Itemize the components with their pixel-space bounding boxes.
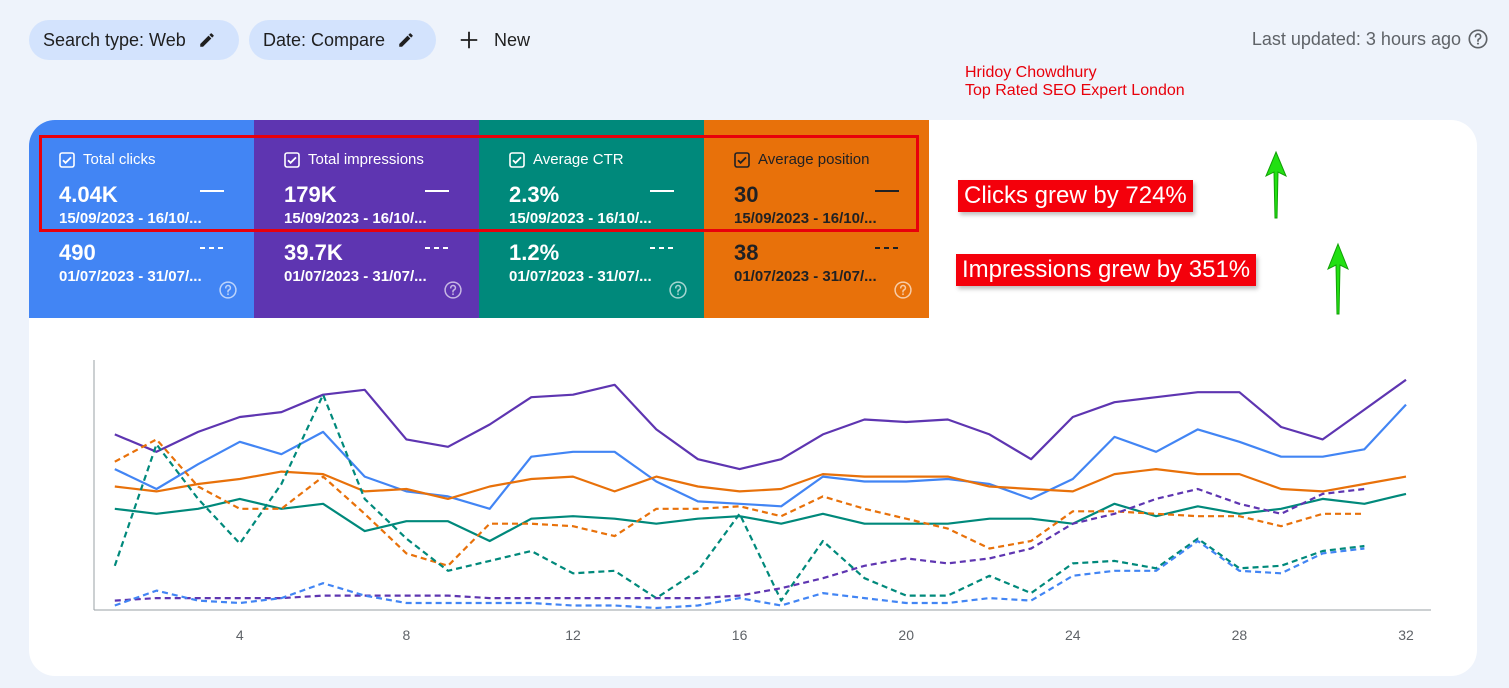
dashed-line-legend xyxy=(875,247,899,249)
checkbox-checked-icon[interactable] xyxy=(734,151,750,168)
metric-label: Total impressions xyxy=(308,151,424,168)
metric-label: Average position xyxy=(758,151,870,168)
metric-range-previous: 01/07/2023 - 31/07/... xyxy=(509,268,652,285)
metric-label: Average CTR xyxy=(533,151,624,168)
metric-range-current: 15/09/2023 - 16/10/... xyxy=(59,210,202,227)
help-circle-icon[interactable] xyxy=(1467,28,1489,50)
series-line-1 xyxy=(114,403,1407,510)
series-line-2 xyxy=(114,468,1407,500)
performance-chart: 4 8 12 16 20 24 28 32 xyxy=(93,360,1431,643)
metric-value-current: 179K xyxy=(284,182,337,207)
last-updated-text: Last updated: 3 hours ago xyxy=(1251,28,1461,49)
help-circle-icon[interactable] xyxy=(443,280,463,300)
x-tick-label: 8 xyxy=(402,627,410,643)
checkbox-checked-icon[interactable] xyxy=(284,151,300,168)
metric-label: Total clicks xyxy=(83,151,156,168)
x-tick-label: 32 xyxy=(1398,627,1414,643)
last-updated: Last updated: 3 hours ago xyxy=(1252,28,1489,50)
date-chip[interactable]: Date: Compare xyxy=(249,20,436,60)
metric-card-position[interactable]: Average position 30 15/09/2023 - 16/10/...… xyxy=(704,120,929,318)
metric-range-current: 15/09/2023 - 16/10/... xyxy=(284,210,427,227)
dashed-line-legend xyxy=(425,247,449,249)
help-circle-icon[interactable] xyxy=(893,280,913,300)
metric-value-previous: 490 xyxy=(59,240,96,265)
x-tick-label: 12 xyxy=(565,627,581,643)
series-line-3 xyxy=(114,492,1407,543)
x-tick-label: 24 xyxy=(1065,627,1081,643)
highlight-box xyxy=(39,135,919,232)
metric-value-current: 2.3% xyxy=(509,182,560,207)
metric-value-previous: 1.2% xyxy=(509,240,560,265)
impressions-growth-callout: Impressions grew by 351% xyxy=(956,254,1257,286)
metric-range-previous: 01/07/2023 - 31/07/... xyxy=(284,268,427,285)
metric-range-current: 15/09/2023 - 16/10/... xyxy=(509,210,652,227)
search-type-label: Search type: Web xyxy=(43,29,186,50)
help-circle-icon[interactable] xyxy=(668,280,688,300)
metric-checkbox-row[interactable]: Total impressions xyxy=(284,151,424,168)
solid-line-legend xyxy=(425,190,449,192)
solid-line-legend xyxy=(650,190,674,192)
metric-checkbox-row[interactable]: Average position xyxy=(734,151,869,168)
series-line-7 xyxy=(114,539,1365,610)
metric-range-current: 15/09/2023 - 16/10/... xyxy=(734,210,877,227)
metric-card-clicks[interactable]: Total clicks 4.04K 15/09/2023 - 16/10/... 4… xyxy=(29,120,254,318)
x-tick-label: 16 xyxy=(732,627,748,643)
up-arrow-icon xyxy=(1327,242,1349,315)
plus-icon xyxy=(460,31,478,49)
x-tick-label: 4 xyxy=(236,627,244,643)
author-title: Top Rated SEO Expert London xyxy=(965,82,1185,99)
checkbox-checked-icon[interactable] xyxy=(509,151,525,168)
pencil-icon xyxy=(399,33,413,47)
dashed-line-legend xyxy=(200,247,224,249)
metric-card-ctr[interactable]: Average CTR 2.3% 15/09/2023 - 16/10/... 1.2… xyxy=(479,120,704,318)
metric-range-previous: 01/07/2023 - 31/07/... xyxy=(59,268,202,285)
series-line-0 xyxy=(114,378,1407,471)
author-annotation: Hridoy Chowdhury Top Rated SEO Expert Lo… xyxy=(965,64,1185,100)
metric-value-previous: 39.7K xyxy=(284,240,343,265)
help-circle-icon[interactable] xyxy=(218,280,238,300)
performance-panel: Total clicks 4.04K 15/09/2023 - 16/10/... 4… xyxy=(29,120,1477,676)
x-tick-label: 28 xyxy=(1232,627,1248,643)
x-tick-label: 20 xyxy=(898,627,914,643)
dashed-line-legend xyxy=(650,247,674,249)
metric-checkbox-row[interactable]: Total clicks xyxy=(59,151,156,168)
checkbox-checked-icon[interactable] xyxy=(59,151,75,168)
series-line-6 xyxy=(114,487,1365,602)
author-name: Hridoy Chowdhury xyxy=(965,64,1097,81)
solid-line-legend xyxy=(200,190,224,192)
solid-line-legend xyxy=(875,190,899,192)
new-filter-button[interactable]: New xyxy=(458,20,530,60)
metric-range-previous: 01/07/2023 - 31/07/... xyxy=(734,268,877,285)
series-line-5 xyxy=(113,393,1365,602)
series-line-4 xyxy=(114,438,1365,567)
clicks-growth-callout: Clicks grew by 724% xyxy=(958,180,1193,212)
up-arrow-icon xyxy=(1265,150,1287,219)
metric-value-previous: 38 xyxy=(734,240,759,265)
new-label: New xyxy=(494,29,531,50)
date-label: Date: Compare xyxy=(263,29,386,50)
metric-card-impressions[interactable]: Total impressions 179K 15/09/2023 - 16/10/… xyxy=(254,120,479,318)
metric-checkbox-row[interactable]: Average CTR xyxy=(509,151,624,168)
metric-value-current: 30 xyxy=(734,182,759,207)
pencil-icon xyxy=(200,33,214,47)
metric-value-current: 4.04K xyxy=(59,182,118,207)
search-type-chip[interactable]: Search type: Web xyxy=(29,20,239,60)
